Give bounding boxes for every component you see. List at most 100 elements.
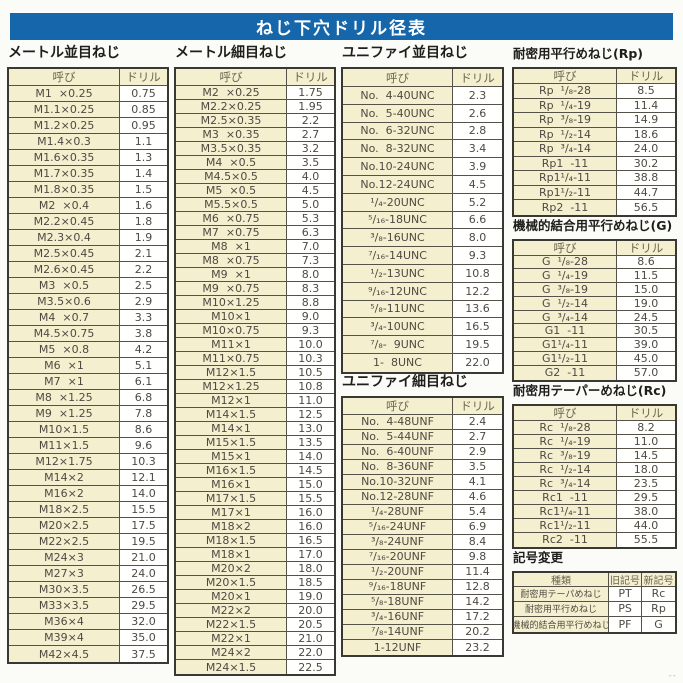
drill-value-cell: 10.0 [298,338,323,351]
table-row: M16×1.5 14.5 [176,464,334,478]
drill-value-cell: 10.3 [131,455,156,468]
table-row: G ³/₈-19 15.0 [514,283,675,297]
drill-value-cell: 3.8 [134,327,153,340]
section-title-g: 機械的結合用平行めねじ(G) [513,217,673,233]
table-rc: 呼び ドリル Rc ¹/₈-28 8.2 Rc ¹/₄-19 11.0 Rc ³/₈-19 1… [512,403,677,549]
thread-name-cell: M15×1 [176,450,287,463]
drill-value-cell: 3.2 [301,142,320,155]
column-header: ドリル [453,69,502,86]
drill-value-cell: 3.3 [134,311,153,324]
thread-name-cell: No. 4-40UNC [343,87,453,104]
page-corner-mark: -- [668,671,677,681]
table-row: M14×2 12.1 [9,470,167,486]
table-row: Rc ³/₄-14 23.5 [514,476,675,491]
thread-name-cell: Rc1 -11 [514,490,617,504]
drill-value-cell: 57.0 [633,366,659,380]
table-row: M12×1.75 10.3 [9,454,167,470]
table-header-row: 呼び ドリル [343,397,502,415]
section-title-rp: 耐密用平行めねじ(Rp) [513,46,643,61]
thread-name-cell: M2.2×0.25 [176,100,287,113]
table-row: M4 ×0.7 3.3 [9,310,167,326]
thread-name-cell: M2.5×0.45 [9,246,120,261]
thread-name-cell: M15×1.5 [176,436,287,449]
drill-value-cell: 15.5 [298,492,323,505]
thread-name-cell: Rc ¹/₈-28 [514,420,617,434]
table-row: Rp ³/₄-14 24.0 [514,142,675,157]
drill-value-cell: 8.5 [637,84,655,98]
table-row: M4 ×0.5 3.5 [176,156,334,170]
column-header: ドリル [453,397,502,414]
table-row: M18×2.5 15.5 [9,502,167,518]
thread-name-cell: ³/₄-16UNF [343,609,453,624]
thread-name-cell: 1- 8UNC [343,353,453,372]
thread-name-cell: M22×1.5 [176,618,287,631]
thread-name-cell: 機械的結合用平行めねじ [514,616,609,632]
drill-value-cell: 9.3 [468,249,487,263]
thread-name-cell: G1¹/₄-11 [514,338,617,352]
drill-value-cell: 8.0 [301,268,320,281]
table-row: M39×4 35.0 [9,630,167,646]
drill-value-cell: 19.0 [298,590,323,603]
drill-value-cell: 1.1 [134,135,153,148]
drill-value-cell: 1.8 [134,215,153,228]
drill-value-cell: 10.8 [298,380,323,393]
thread-name-cell: M18×2 [176,520,287,533]
thread-name-cell: M4.5×0.75 [9,326,120,341]
table-row: M9 ×0.75 8.3 [176,282,334,296]
thread-name-cell: 耐密用テーパめねじ [514,586,609,601]
drill-value-cell: 9.0 [301,310,320,323]
table-row: M24×3 21.0 [9,550,167,566]
table-row: M14×1 13.0 [176,422,334,436]
thread-name-cell: No. 6-40UNF [343,444,453,459]
table-row: No. 8-36UNF 3.5 [343,459,502,475]
table-row: M9 ×1.25 7.8 [9,406,167,422]
table-row: M6 ×1 5.1 [9,358,167,374]
drill-value-cell: 1.6 [134,199,153,212]
thread-name-cell: M27×3 [9,566,120,581]
table-row: M2 ×0.25 1.75 [176,86,334,100]
drill-value-cell: 6.6 [468,213,487,227]
drill-value-cell: 8.6 [637,255,655,269]
drill-value-cell: 56.5 [633,200,659,214]
thread-name-cell: M10×1 [176,310,287,323]
drill-value-cell: 4.2 [134,343,153,356]
table-metric-fine: 呼び ドリル M2 ×0.25 1.75 M2.2×0.25 1.95 M2.5×0.35 2… [174,67,336,676]
table-row: ³/₈-16UNC 8.0 [343,229,502,248]
table-row: Rc1 -11 29.5 [514,490,675,505]
thread-name-cell: G ¹/₈-28 [514,255,617,269]
thread-name-cell: ¹/₂-20UNF [343,564,453,579]
drill-value-cell: 1.75 [298,86,323,99]
thread-name-cell: ⁹/₁₆-12UNC [343,282,453,300]
thread-name-cell: M16×1.5 [176,464,287,477]
drill-value-cell: 2.5 [134,279,153,292]
column-header: 呼び [176,69,287,85]
drill-value-cell: 37.5 [131,647,156,661]
table-row: M20×1 19.0 [176,590,334,604]
table-row: M22×2 20.0 [176,604,334,618]
drill-value-cell: 2.7 [301,128,320,141]
thread-name-cell: M30×3.5 [9,582,120,597]
thread-name-cell: M11×1 [176,338,287,351]
drill-value-cell: 11.5 [633,269,659,283]
table-row: M2.6×0.45 2.2 [9,262,167,278]
drill-value-cell: 21.0 [298,632,323,645]
thread-name-cell: No.12-28UNF [343,489,453,504]
thread-name-cell: ¹/₂-13UNC [343,264,453,282]
table-row: ¹/₄-20UNC 5.2 [343,193,502,212]
table-row: M2.5×0.35 2.2 [176,114,334,128]
column-header: 呼び [514,69,617,83]
table-row: ⁹/₁₆-18UNF 12.8 [343,579,502,595]
table-row: M10×1 9.0 [176,310,334,324]
table-row: Rc ¹/₈-28 8.2 [514,420,675,435]
drill-value-cell: 16.5 [465,320,490,334]
drill-value-cell: 4.5 [468,177,487,191]
table-row: M11×1 10.0 [176,338,334,352]
thread-name-cell: M11×1.5 [9,438,120,453]
thread-name-cell: M2 ×0.25 [176,86,287,99]
thread-name-cell: M2.6×0.45 [9,262,120,277]
drill-value-cell: 15.0 [298,478,323,491]
thread-name-cell: Rp2 -11 [514,200,617,215]
column-header: ドリル [617,69,675,83]
table-row: ¹/₄-28UNF 5.4 [343,504,502,520]
drill-value-cell: 12.1 [131,471,156,484]
